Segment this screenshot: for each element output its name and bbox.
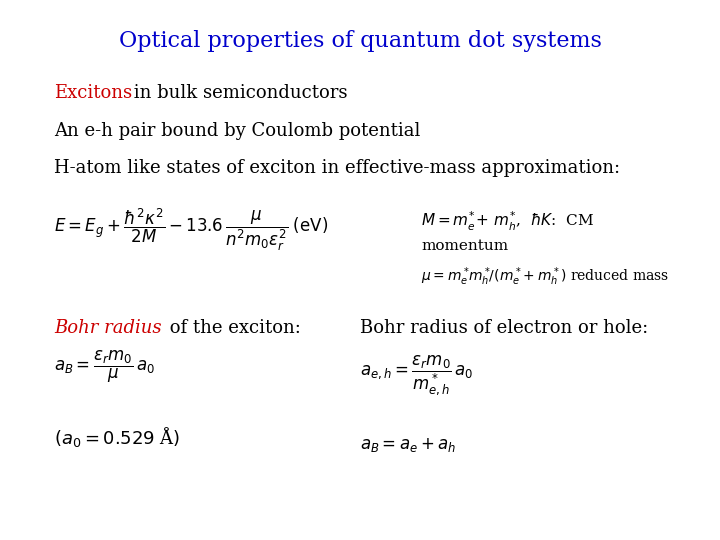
Text: $\mu = m_e^*\!m_h^*\!/(m_e^*\!+m_h^*)$ reduced mass: $\mu = m_e^*\!m_h^*\!/(m_e^*\!+m_h^*)$ r… (421, 265, 669, 288)
Text: of the exciton:: of the exciton: (164, 319, 301, 336)
Text: Excitons: Excitons (54, 84, 132, 102)
Text: in bulk semiconductors: in bulk semiconductors (128, 84, 348, 102)
Text: Optical properties of quantum dot systems: Optical properties of quantum dot system… (119, 30, 601, 52)
Text: $a_{e,h} = \dfrac{\varepsilon_r m_0}{m^*_{e,h}}\, a_0$: $a_{e,h} = \dfrac{\varepsilon_r m_0}{m^*… (360, 353, 474, 397)
Text: $a_B = \dfrac{\varepsilon_r m_0}{\mu}\, a_0$: $a_B = \dfrac{\varepsilon_r m_0}{\mu}\, … (54, 349, 155, 386)
Text: $(a_0 = 0.529$ Å$)$: $(a_0 = 0.529$ Å$)$ (54, 426, 180, 449)
Text: $a_B = a_e + a_h$: $a_B = a_e + a_h$ (360, 436, 456, 455)
Text: $\mathit{M} = m_e^{*}\!+\, m_h^{*}$,  $\hbar K$:  CM: $\mathit{M} = m_e^{*}\!+\, m_h^{*}$, $\h… (421, 210, 594, 233)
Text: Bohr radius: Bohr radius (54, 319, 161, 336)
Text: Bohr radius of electron or hole:: Bohr radius of electron or hole: (360, 319, 648, 336)
Text: An e-h pair bound by Coulomb potential: An e-h pair bound by Coulomb potential (54, 122, 420, 139)
Text: $E = E_g + \dfrac{\hbar^2\kappa^2}{2M} - 13.6\,\dfrac{\mu}{n^2 m_0 \varepsilon_r: $E = E_g + \dfrac{\hbar^2\kappa^2}{2M} -… (54, 206, 328, 253)
Text: momentum: momentum (421, 239, 508, 253)
Text: H-atom like states of exciton in effective-mass approximation:: H-atom like states of exciton in effecti… (54, 159, 620, 177)
